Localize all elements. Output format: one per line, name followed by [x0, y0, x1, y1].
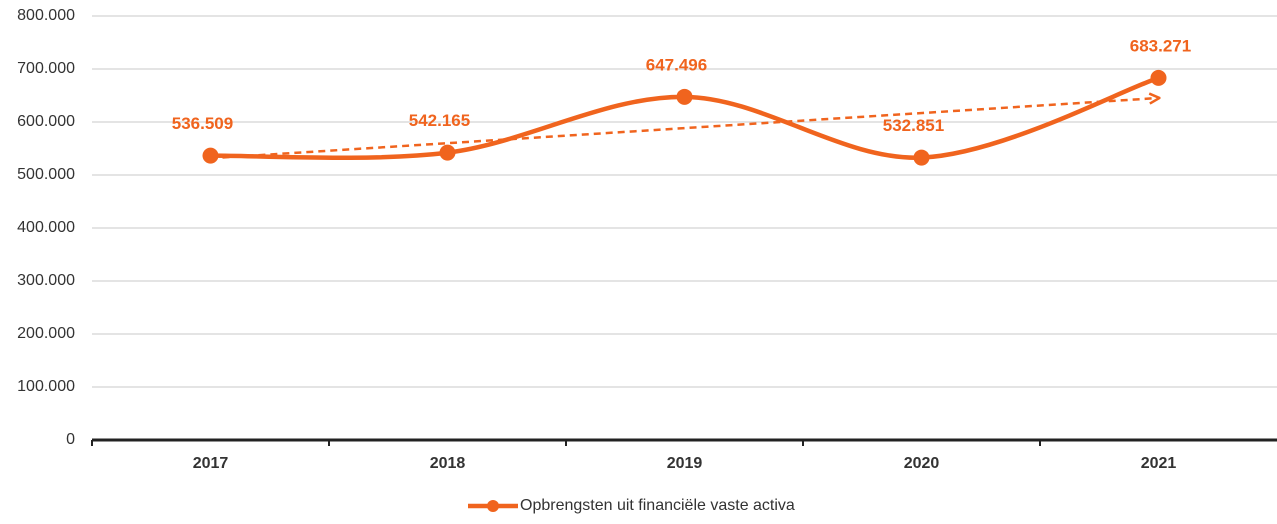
legend-marker	[487, 500, 499, 512]
data-label: 536.509	[172, 114, 233, 133]
y-tick-label: 0	[66, 431, 75, 448]
point	[913, 149, 930, 166]
y-tick-label: 400.000	[17, 219, 75, 236]
x-tick-label: 2020	[904, 455, 940, 472]
data-label: 683.271	[1130, 36, 1191, 55]
data-label: 542.165	[409, 111, 470, 130]
point	[1150, 69, 1167, 86]
y-tick-label: 500.000	[17, 166, 75, 183]
y-tick-label: 200.000	[17, 325, 75, 342]
x-tick-label: 2017	[193, 455, 229, 472]
legend-label: Opbrengsten uit financiële vaste activa	[520, 497, 795, 514]
point	[676, 88, 693, 105]
x-tick-label: 2018	[430, 455, 466, 472]
y-tick-label: 800.000	[17, 7, 75, 24]
y-tick-label: 300.000	[17, 272, 75, 289]
data-label: 532.851	[883, 116, 944, 135]
y-tick-label: 600.000	[17, 113, 75, 130]
y-tick-label: 700.000	[17, 60, 75, 77]
x-tick-label: 2021	[1141, 455, 1177, 472]
trendline	[210, 98, 1159, 160]
x-tick-label: 2019	[667, 455, 703, 472]
point	[439, 144, 456, 161]
data-label: 647.496	[646, 55, 707, 74]
y-tick-label: 100.000	[17, 378, 75, 395]
point	[202, 147, 219, 164]
